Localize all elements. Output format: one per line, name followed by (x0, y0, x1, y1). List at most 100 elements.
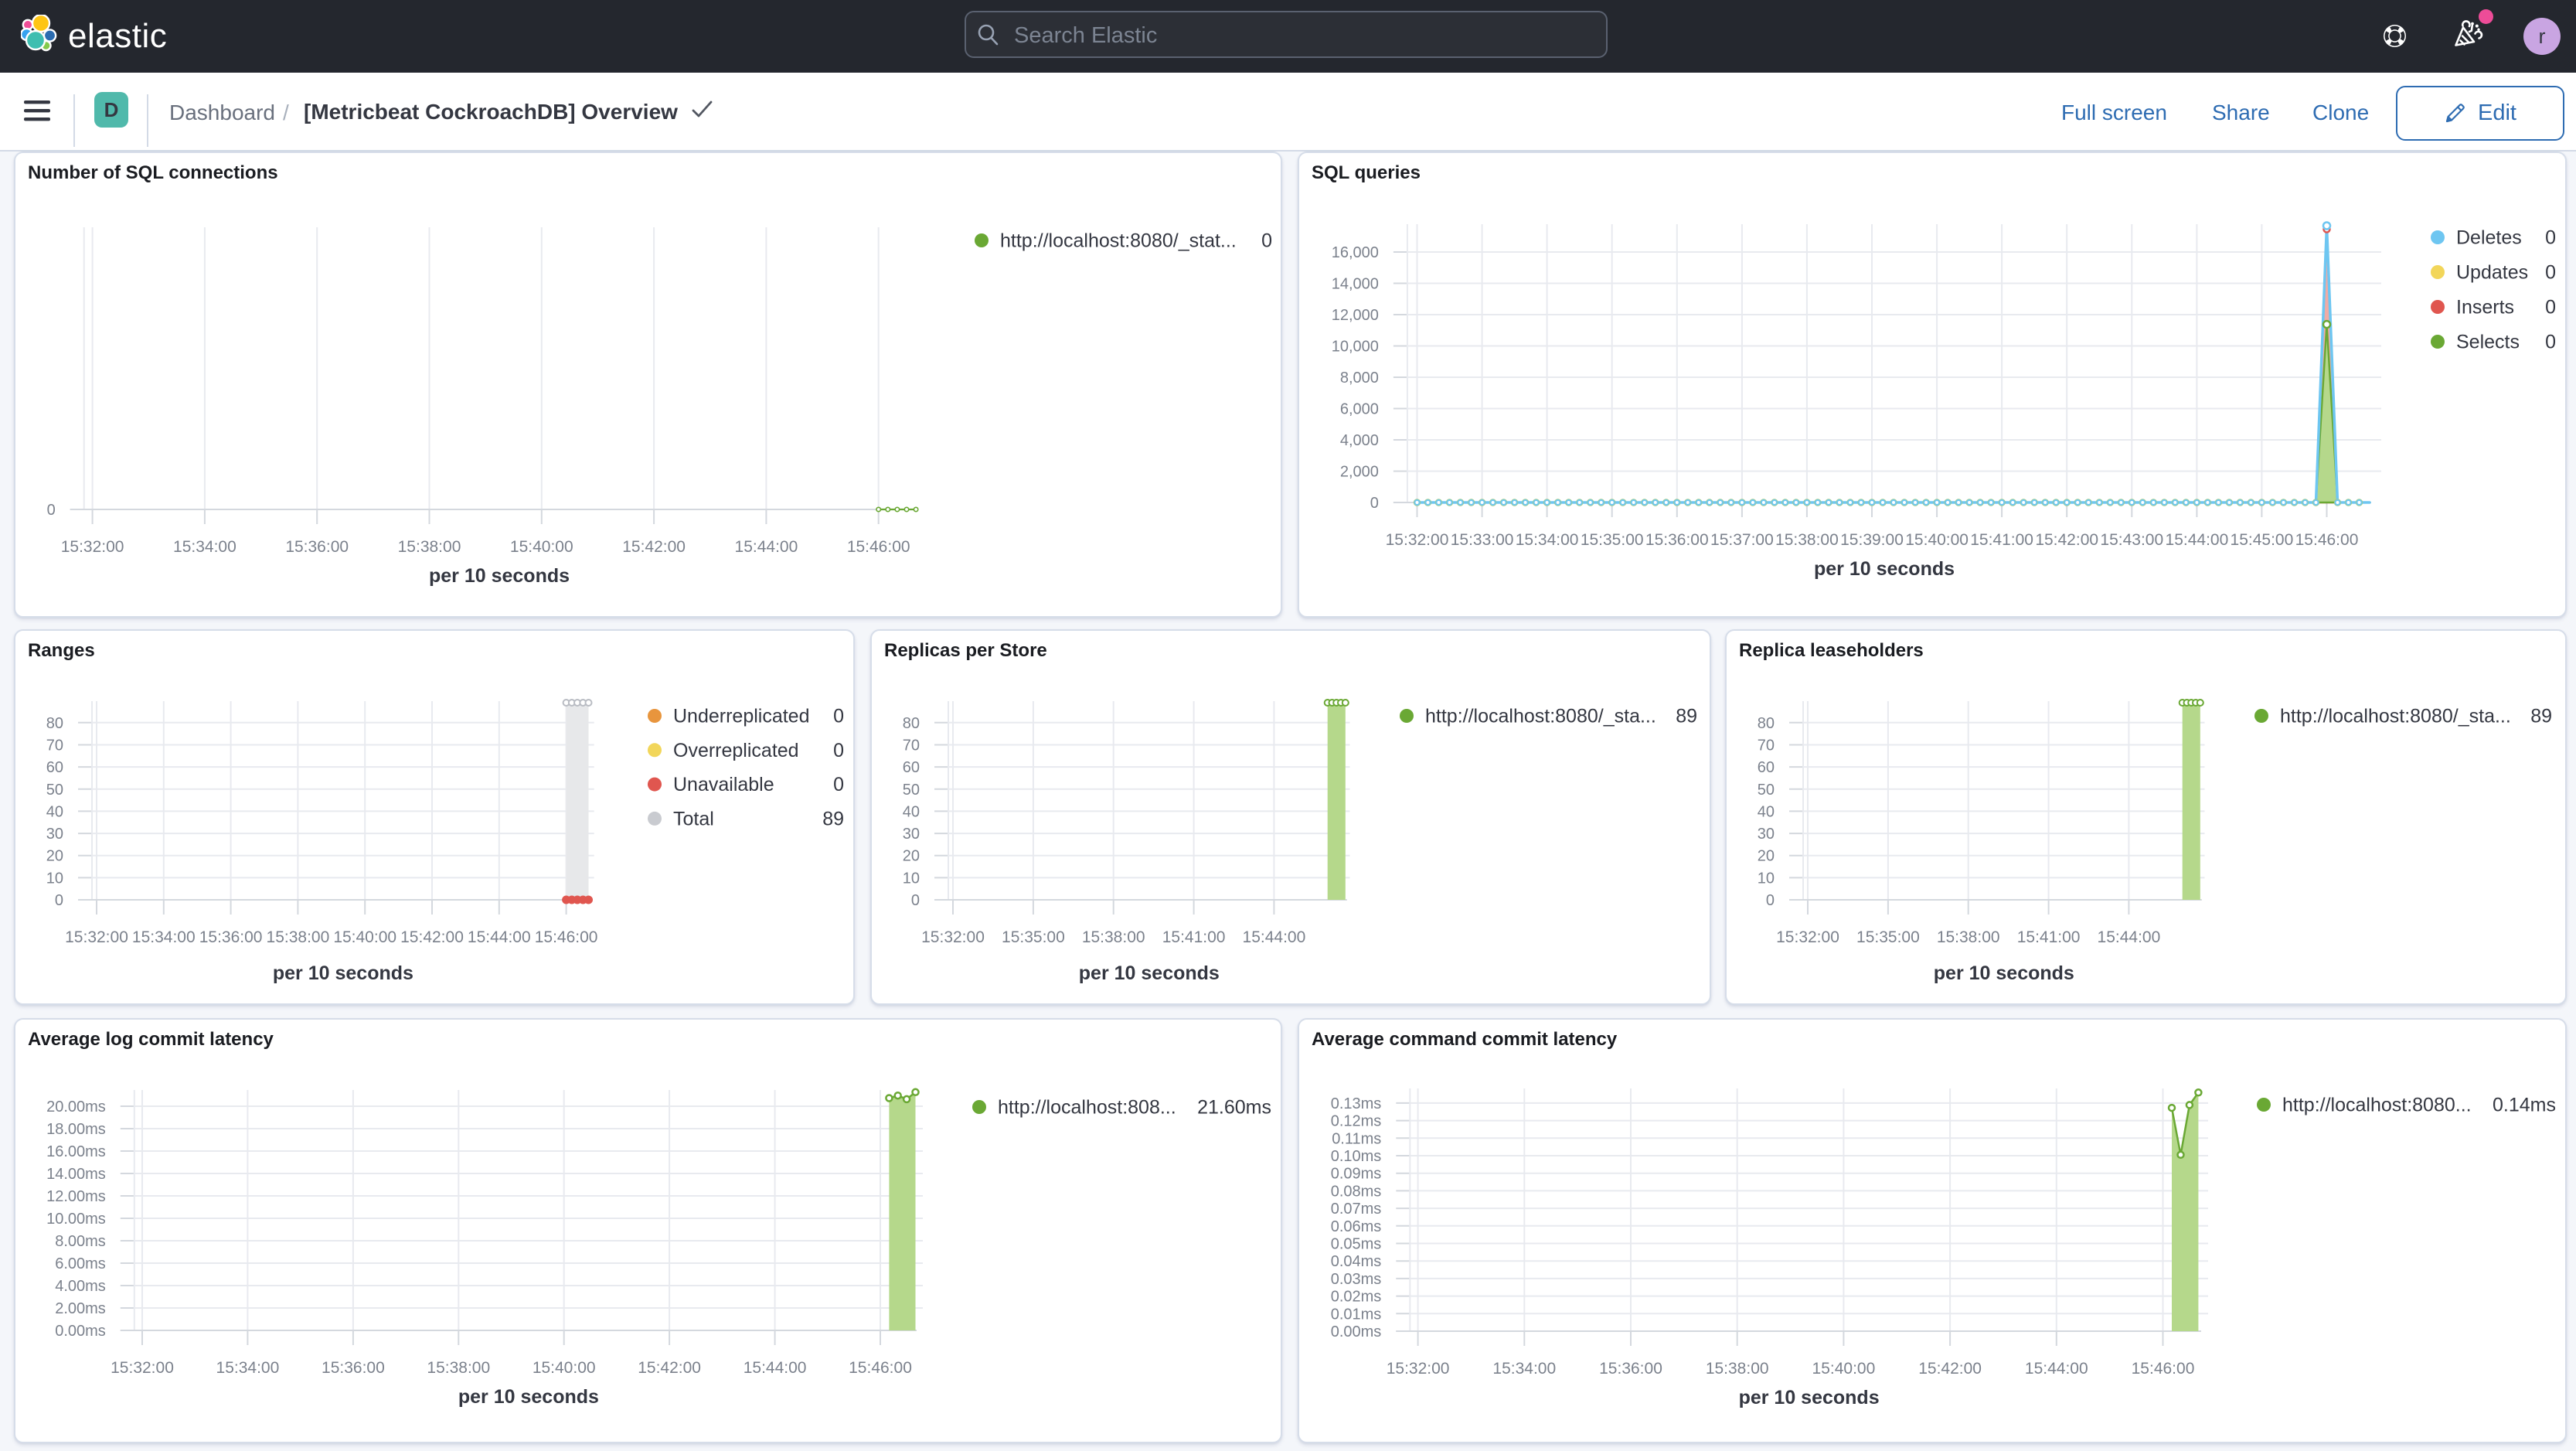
svg-text:15:38:00: 15:38:00 (427, 1359, 490, 1377)
svg-text:15:32:00: 15:32:00 (1387, 1360, 1450, 1378)
svg-text:0.07ms: 0.07ms (1331, 1201, 1382, 1218)
svg-text:15:44:00: 15:44:00 (1243, 928, 1306, 946)
svg-text:15:44:00: 15:44:00 (2098, 928, 2161, 946)
svg-text:8.00ms: 8.00ms (55, 1233, 106, 1250)
svg-text:15:43:00: 15:43:00 (2100, 531, 2163, 549)
svg-text:18.00ms: 18.00ms (46, 1121, 106, 1138)
svg-text:10.00ms: 10.00ms (46, 1211, 106, 1228)
svg-text:15:46:00: 15:46:00 (535, 928, 598, 946)
svg-text:20: 20 (1758, 848, 1775, 865)
svg-text:40: 40 (1758, 803, 1775, 820)
svg-text:0: 0 (1766, 892, 1775, 909)
svg-text:15:32:00: 15:32:00 (111, 1359, 174, 1377)
svg-text:15:38:00: 15:38:00 (1706, 1360, 1769, 1378)
svg-text:15:42:00: 15:42:00 (1918, 1360, 1982, 1378)
svg-text:Unavailable: Unavailable (673, 774, 774, 795)
svg-text:2.00ms: 2.00ms (55, 1300, 106, 1317)
svg-text:30: 30 (46, 826, 63, 843)
svg-text:6,000: 6,000 (1340, 401, 1379, 418)
svg-text:0.00ms: 0.00ms (1331, 1323, 1382, 1340)
svg-text:15:36:00: 15:36:00 (322, 1359, 385, 1377)
svg-text:15:44:00: 15:44:00 (2025, 1360, 2088, 1378)
svg-text:15:42:00: 15:42:00 (622, 538, 686, 556)
svg-text:14,000: 14,000 (1332, 276, 1379, 293)
svg-text:20: 20 (903, 848, 920, 865)
svg-text:15:41:00: 15:41:00 (1162, 928, 1226, 946)
svg-text:15:35:00: 15:35:00 (1581, 531, 1644, 549)
svg-text:15:41:00: 15:41:00 (2017, 928, 2081, 946)
svg-text:89: 89 (1676, 706, 1697, 727)
svg-text:http://localhost:8080/_sta...: http://localhost:8080/_sta... (2280, 706, 2511, 727)
svg-text:15:44:00: 15:44:00 (735, 538, 798, 556)
svg-text:http://localhost:808...: http://localhost:808... (998, 1097, 1176, 1119)
svg-text:per 10 seconds: per 10 seconds (458, 1386, 599, 1408)
svg-text:0.05ms: 0.05ms (1331, 1236, 1382, 1253)
svg-text:Overreplicated: Overreplicated (673, 740, 799, 761)
svg-text:http://localhost:8080/_stat...: http://localhost:8080/_stat... (1000, 230, 1237, 252)
svg-text:15:45:00: 15:45:00 (2231, 531, 2294, 549)
svg-text:0.01ms: 0.01ms (1331, 1306, 1382, 1323)
svg-text:70: 70 (903, 737, 920, 754)
svg-text:15:40:00: 15:40:00 (533, 1359, 596, 1377)
svg-text:89: 89 (2530, 706, 2552, 727)
svg-text:0.02ms: 0.02ms (1331, 1289, 1382, 1306)
svg-text:15:38:00: 15:38:00 (1082, 928, 1145, 946)
svg-text:15:42:00: 15:42:00 (2035, 531, 2098, 549)
svg-text:0.04ms: 0.04ms (1331, 1253, 1382, 1270)
svg-text:16,000: 16,000 (1332, 244, 1379, 261)
svg-text:10,000: 10,000 (1332, 339, 1379, 356)
svg-text:0.13ms: 0.13ms (1331, 1095, 1382, 1112)
svg-text:0: 0 (2545, 227, 2556, 249)
svg-text:15:34:00: 15:34:00 (132, 928, 196, 946)
svg-text:12.00ms: 12.00ms (46, 1188, 106, 1205)
svg-text:50: 50 (1758, 782, 1775, 799)
svg-text:0.06ms: 0.06ms (1331, 1218, 1382, 1235)
svg-text:http://localhost:8080...: http://localhost:8080... (2282, 1095, 2472, 1116)
svg-text:15:38:00: 15:38:00 (1937, 928, 2000, 946)
svg-text:Total: Total (673, 808, 714, 829)
svg-text:0: 0 (911, 892, 920, 909)
svg-text:15:38:00: 15:38:00 (1775, 531, 1839, 549)
svg-text:21.60ms: 21.60ms (1197, 1097, 1271, 1119)
svg-text:15:37:00: 15:37:00 (1710, 531, 1774, 549)
svg-text:Underreplicated: Underreplicated (673, 706, 810, 727)
svg-text:2,000: 2,000 (1340, 464, 1379, 481)
svg-text:15:34:00: 15:34:00 (173, 538, 237, 556)
svg-text:80: 80 (46, 715, 63, 732)
svg-text:10: 10 (46, 870, 63, 887)
svg-text:15:40:00: 15:40:00 (1905, 531, 1969, 549)
svg-text:Updates: Updates (2456, 262, 2528, 284)
svg-text:15:38:00: 15:38:00 (398, 538, 461, 556)
svg-text:15:39:00: 15:39:00 (1840, 531, 1904, 549)
svg-text:Inserts: Inserts (2456, 297, 2514, 318)
svg-text:10: 10 (1758, 870, 1775, 887)
svg-text:15:44:00: 15:44:00 (744, 1359, 807, 1377)
svg-text:0.00ms: 0.00ms (55, 1323, 106, 1340)
svg-text:30: 30 (903, 826, 920, 843)
svg-text:15:32:00: 15:32:00 (1386, 531, 1449, 549)
svg-text:14.00ms: 14.00ms (46, 1166, 106, 1183)
svg-text:15:46:00: 15:46:00 (2132, 1360, 2195, 1378)
svg-text:80: 80 (1758, 715, 1775, 732)
svg-text:89: 89 (822, 808, 844, 829)
svg-text:15:40:00: 15:40:00 (1812, 1360, 1876, 1378)
svg-text:4.00ms: 4.00ms (55, 1278, 106, 1295)
svg-text:0: 0 (2545, 332, 2556, 353)
svg-text:0.14ms: 0.14ms (2493, 1095, 2556, 1116)
svg-text:20.00ms: 20.00ms (46, 1098, 106, 1115)
svg-text:per 10 seconds: per 10 seconds (273, 962, 413, 984)
svg-text:15:35:00: 15:35:00 (1002, 928, 1065, 946)
svg-text:15:36:00: 15:36:00 (285, 538, 349, 556)
svg-text:60: 60 (46, 759, 63, 776)
svg-text:15:40:00: 15:40:00 (333, 928, 396, 946)
svg-text:70: 70 (1758, 737, 1775, 754)
svg-text:15:46:00: 15:46:00 (847, 538, 910, 556)
svg-text:0: 0 (833, 740, 844, 761)
svg-text:6.00ms: 6.00ms (55, 1255, 106, 1272)
svg-text:15:36:00: 15:36:00 (1645, 531, 1709, 549)
svg-text:0.03ms: 0.03ms (1331, 1271, 1382, 1288)
svg-text:15:35:00: 15:35:00 (1856, 928, 1920, 946)
svg-text:8,000: 8,000 (1340, 370, 1379, 387)
svg-text:15:42:00: 15:42:00 (638, 1359, 701, 1377)
svg-text:0: 0 (833, 774, 844, 795)
